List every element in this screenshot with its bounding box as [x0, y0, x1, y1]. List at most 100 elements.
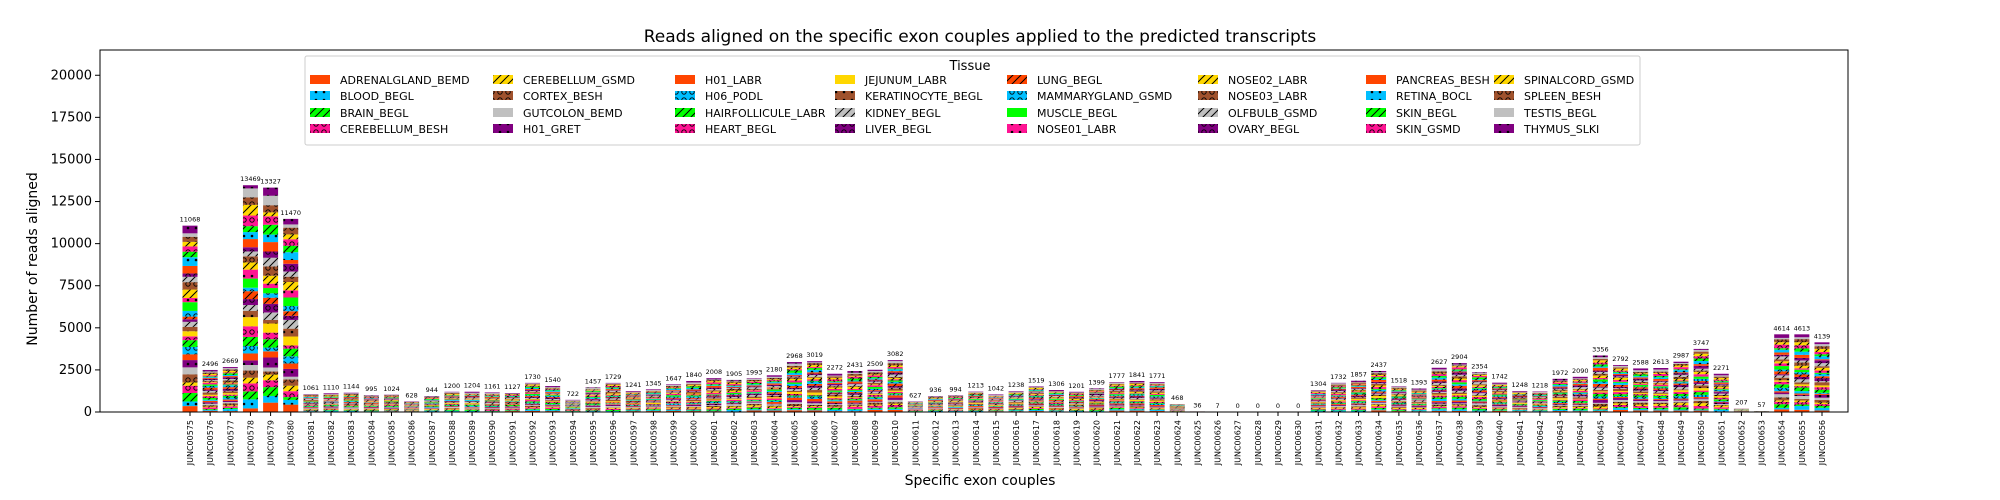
bar-segment — [1572, 401, 1588, 403]
bar-segment — [1794, 374, 1810, 377]
bar-segment — [1471, 388, 1487, 391]
legend-swatch — [1494, 124, 1514, 133]
bar-total-label: 1540 — [544, 376, 561, 384]
bar-segment — [1673, 387, 1689, 390]
bar-segment — [202, 407, 218, 410]
bar-segment — [1673, 363, 1689, 364]
bar-segment — [1492, 388, 1508, 390]
bar-segment — [202, 389, 218, 391]
bar-segment — [525, 404, 541, 406]
bar-segment — [444, 403, 460, 405]
bar-segment — [1552, 408, 1568, 411]
bar-segment — [1471, 406, 1487, 408]
bar-segment — [1532, 408, 1548, 410]
bar-segment — [1149, 394, 1165, 397]
bar-segment — [242, 262, 258, 270]
bar-segment — [525, 399, 541, 401]
bar-segment — [666, 392, 682, 394]
bar-segment — [927, 399, 943, 400]
bar-segment — [1089, 405, 1105, 407]
bar-segment — [1109, 392, 1125, 394]
bar-segment — [484, 402, 500, 403]
bar-segment — [645, 392, 661, 394]
bar-total-label: 1393 — [1411, 379, 1428, 387]
bar-segment — [343, 394, 359, 396]
bar-segment — [625, 392, 641, 394]
bar-segment — [1471, 397, 1487, 400]
bar-segment — [1693, 364, 1709, 366]
bar-segment — [726, 398, 742, 400]
bar-segment — [645, 408, 661, 410]
bar-segment — [1653, 410, 1669, 412]
bar-segment — [605, 393, 621, 395]
bar-segment — [585, 392, 601, 393]
bar-segment — [525, 390, 541, 392]
bar-segment — [1713, 381, 1729, 383]
bar-segment — [263, 224, 279, 235]
bar-segment — [1069, 406, 1085, 407]
bar-segment — [786, 369, 802, 371]
bar-segment — [807, 383, 823, 386]
bar-segment — [1512, 401, 1528, 403]
bar-segment — [605, 404, 621, 406]
bar-segment — [182, 406, 198, 412]
bar-segment — [585, 404, 601, 406]
legend-item: PANCREAS_BESH — [1366, 74, 1490, 87]
bar-segment — [1028, 395, 1044, 397]
bar-stack — [666, 384, 682, 412]
bar-segment — [1069, 402, 1085, 404]
bar-segment — [1391, 399, 1407, 400]
bar-segment — [887, 361, 903, 364]
bar-segment — [202, 381, 218, 383]
bar-segment — [645, 409, 661, 411]
bar-segment — [1471, 408, 1487, 411]
bar-segment — [444, 408, 460, 410]
bar-segment — [1371, 393, 1387, 395]
bar-segment — [1089, 399, 1105, 401]
bar-segment — [726, 395, 742, 397]
bar-segment — [444, 407, 460, 409]
bar-segment — [1774, 369, 1790, 372]
bar-segment — [686, 393, 702, 395]
bar-segment — [1673, 367, 1689, 370]
bar-segment — [686, 401, 702, 403]
bar-segment — [1471, 375, 1487, 378]
bar-segment — [1330, 401, 1346, 403]
bar-segment — [545, 386, 561, 388]
bar-segment — [1693, 353, 1709, 357]
bar-stack — [948, 395, 964, 412]
bar-segment — [1814, 372, 1830, 374]
bar-total-label: 944 — [426, 386, 438, 394]
bar-segment — [948, 407, 964, 408]
bar-segment — [444, 396, 460, 397]
bar-segment — [948, 409, 964, 411]
bar-segment — [222, 400, 238, 403]
bar-segment — [464, 404, 480, 406]
bar-segment — [1774, 387, 1790, 392]
bar-segment — [1330, 396, 1346, 398]
bar-segment — [343, 399, 359, 401]
bar-segment — [686, 402, 702, 404]
bar-total-label: 936 — [929, 386, 941, 394]
bar-segment — [706, 408, 722, 410]
bar-segment — [887, 377, 903, 380]
bar-stack — [625, 391, 641, 412]
bar-segment — [182, 316, 198, 320]
bar-segment — [1633, 386, 1649, 388]
bar-segment — [867, 385, 883, 387]
bar-segment — [585, 394, 601, 396]
bar-segment — [1633, 398, 1649, 400]
bar-segment — [1451, 371, 1467, 373]
bar-total-label: 3747 — [1693, 339, 1710, 347]
bar-segment — [545, 396, 561, 398]
bar-segment — [1451, 407, 1467, 410]
bar-stack — [726, 379, 742, 412]
bar-segment — [202, 371, 218, 373]
bar-segment — [1794, 400, 1810, 403]
bar-segment — [1411, 407, 1427, 410]
bar-segment — [786, 403, 802, 407]
bar-segment — [887, 408, 903, 410]
bar-segment — [887, 365, 903, 368]
bar-segment — [726, 385, 742, 387]
bar-segment — [766, 390, 782, 393]
